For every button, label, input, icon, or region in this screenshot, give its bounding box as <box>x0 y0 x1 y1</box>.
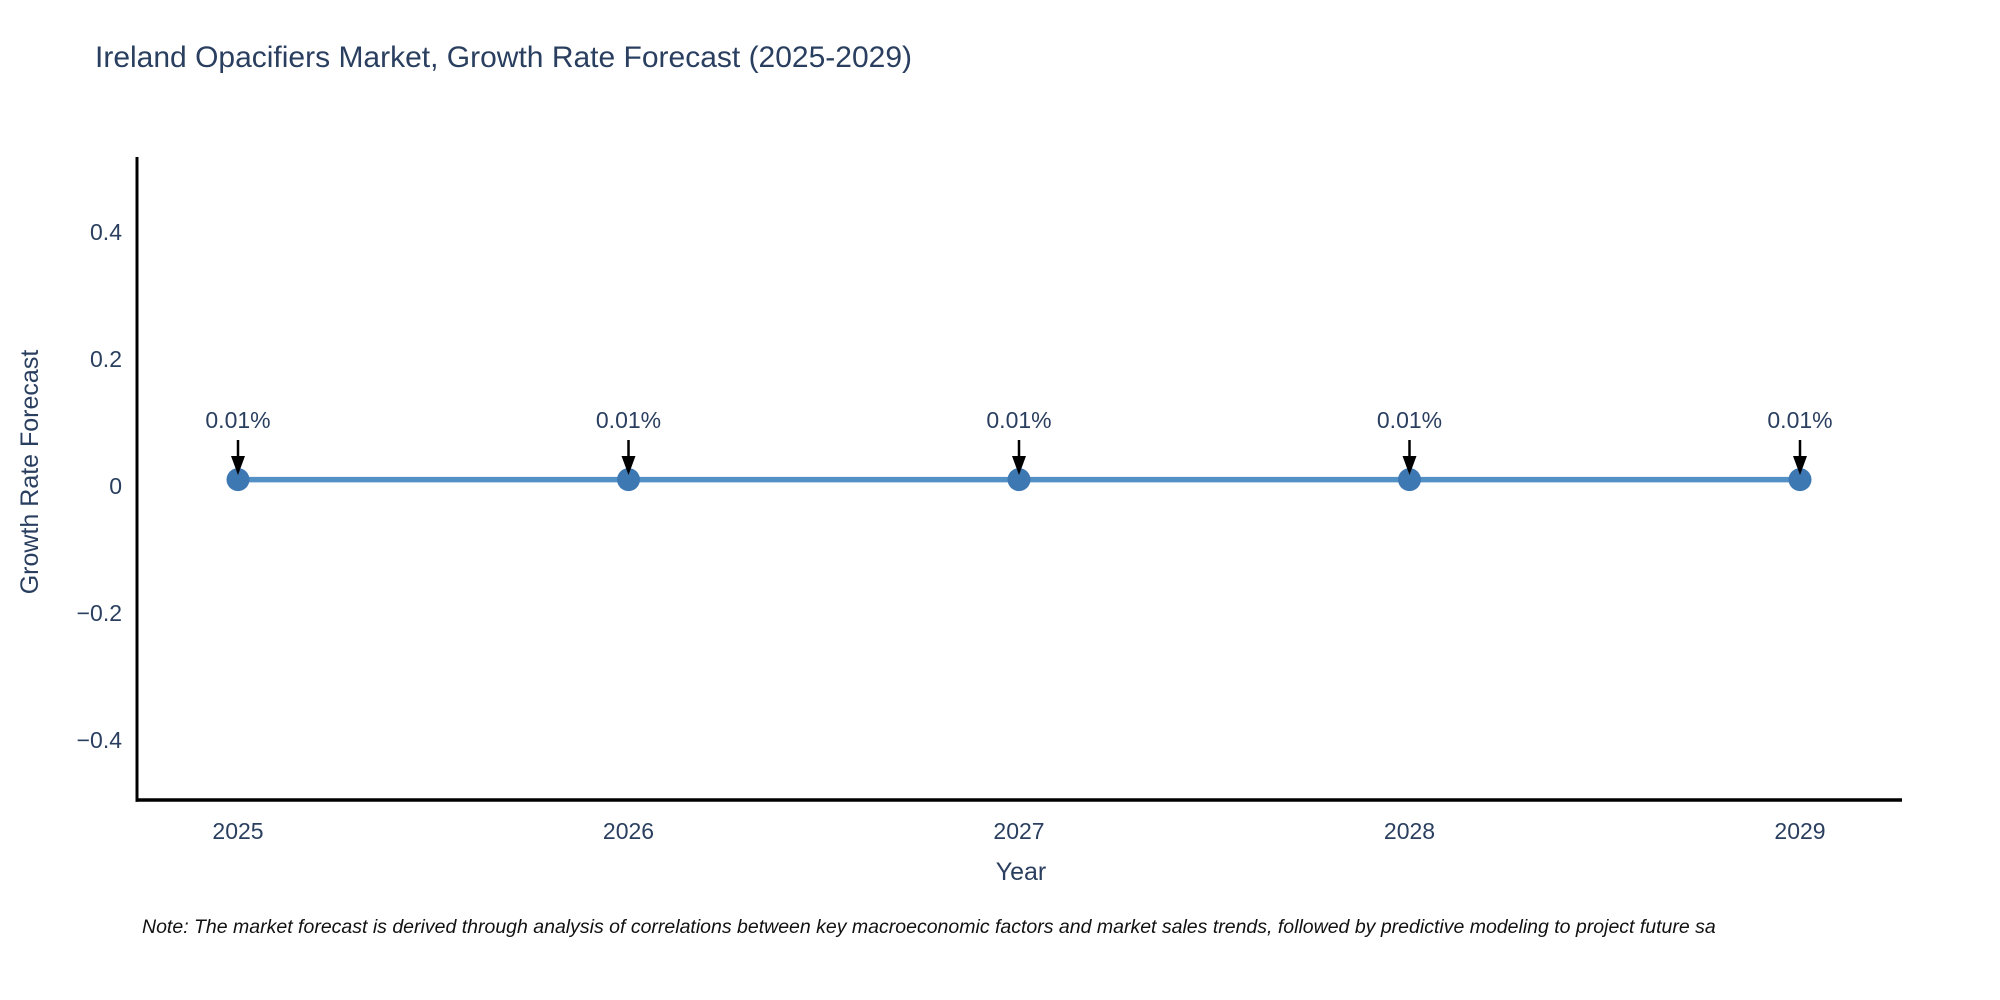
footnote: Note: The market forecast is derived thr… <box>142 916 1716 938</box>
y-tick-label: 0.4 <box>90 219 122 245</box>
y-tick-label: 0 <box>109 473 122 499</box>
x-tick-label: 2025 <box>212 818 263 844</box>
point-annotation-label: 0.01% <box>1377 407 1442 433</box>
point-annotation-label: 0.01% <box>1767 407 1832 433</box>
data-point-marker <box>1398 468 1421 492</box>
y-tick-label: −0.2 <box>77 600 122 626</box>
x-tick-label: 2026 <box>603 818 654 844</box>
y-tick-label: −0.4 <box>77 727 123 753</box>
data-point-marker <box>1007 468 1031 492</box>
annotation-arrowhead <box>1012 456 1026 475</box>
annotation-arrowhead <box>1402 456 1417 475</box>
annotation-arrowhead <box>1793 456 1807 475</box>
point-annotation-label: 0.01% <box>986 407 1051 433</box>
data-point-marker <box>226 468 250 492</box>
point-annotation-label: 0.01% <box>596 407 661 433</box>
y-tick-label: 0.2 <box>90 346 122 372</box>
x-tick-label: 2029 <box>1774 818 1825 844</box>
annotation-arrowhead <box>621 456 636 475</box>
data-point-marker <box>617 468 640 492</box>
x-axis-title: Year <box>995 858 1047 886</box>
annotation-arrowhead <box>231 456 245 475</box>
x-tick-label: 2027 <box>993 818 1044 844</box>
chart-title: Ireland Opacifiers Market, Growth Rate F… <box>95 41 913 74</box>
point-annotation-label: 0.01% <box>205 407 270 433</box>
data-point-marker <box>1788 468 1812 492</box>
x-tick-label: 2028 <box>1384 818 1435 844</box>
